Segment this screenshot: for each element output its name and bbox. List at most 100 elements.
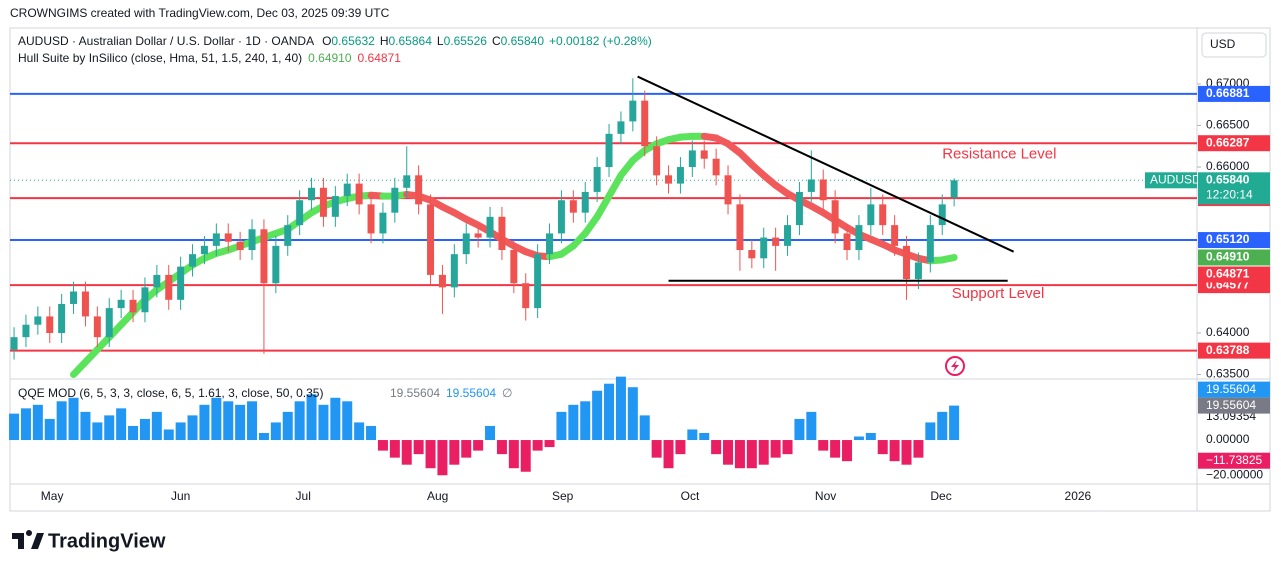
x-tick-label: Jul <box>296 489 311 503</box>
candle-body <box>712 158 720 176</box>
level-tag <box>1198 135 1270 152</box>
x-tick-label: Sep <box>552 489 574 503</box>
qqe-bar <box>20 408 31 441</box>
qqe-bar <box>818 440 829 451</box>
countdown: 12:20:14 <box>1206 187 1253 201</box>
qqe-marker-label: 19.55604 <box>1206 382 1256 396</box>
candle-body <box>248 229 256 251</box>
qqe-bar <box>401 440 412 465</box>
candle-body <box>272 245 280 284</box>
candle-body <box>236 241 244 251</box>
qqe-bar <box>806 411 817 441</box>
candle-body <box>546 233 554 255</box>
symbol-label: AUDUSD <box>1150 172 1201 186</box>
qqe-bar <box>770 440 781 458</box>
candle-body <box>950 180 958 198</box>
y-tick-label: 0.63500 <box>1206 367 1250 381</box>
level-tag <box>1198 85 1270 102</box>
level-tag <box>1198 342 1270 359</box>
qqe-bar <box>235 404 246 441</box>
trend-line <box>637 75 1015 253</box>
candle-body <box>81 291 89 317</box>
quote-key: C <box>492 34 501 48</box>
level-label: 0.66881 <box>1206 86 1250 100</box>
hull-segment <box>593 192 613 221</box>
qqe-legend-value: ∅ <box>502 386 512 400</box>
quote-value: 0.65632 <box>331 34 375 48</box>
qqe-bar <box>520 440 531 472</box>
candle-body <box>415 175 423 205</box>
currency-box[interactable] <box>1201 32 1267 58</box>
x-tick-label: Oct <box>681 489 700 503</box>
qqe-bar <box>128 425 139 441</box>
qqe-bar <box>568 404 579 441</box>
logo-mark <box>12 530 44 549</box>
qqe-bar <box>485 425 496 441</box>
hull-segment <box>605 171 625 200</box>
qqe-bar <box>104 415 115 441</box>
hull-legend: Hull Suite by InSilico (close, Hma, 51, … <box>18 51 401 65</box>
candle-body <box>165 274 173 300</box>
candle-body <box>450 254 458 288</box>
candle-body <box>510 250 518 284</box>
hull-value: 0.64871 <box>358 51 402 65</box>
candle-body <box>284 225 292 246</box>
candle-body <box>93 316 101 338</box>
qqe-bar <box>56 401 67 441</box>
qqe-bar <box>449 440 460 465</box>
candle-body <box>914 262 922 280</box>
qqe-bar <box>627 387 638 441</box>
hull-tag <box>1198 266 1270 283</box>
qqe-bar <box>830 440 841 458</box>
header: CROWNGIMS created with TradingView.com, … <box>10 6 390 20</box>
qqe-bar <box>211 397 222 441</box>
qqe-bar <box>282 411 293 441</box>
icon-bolt <box>951 360 959 372</box>
currency: USD <box>1210 37 1236 51</box>
level-label: 0.65120 <box>1206 232 1250 246</box>
annotation: Support Level <box>952 285 1045 302</box>
candle-body <box>772 237 780 246</box>
candle-body <box>605 133 613 168</box>
candle-body <box>557 200 565 234</box>
candle-body <box>331 196 339 217</box>
x-tick-label: Aug <box>427 489 448 503</box>
quote-key: L <box>437 34 444 48</box>
candle-body <box>403 175 411 188</box>
candle-body <box>177 266 185 300</box>
qqe-marker-label: 19.55604 <box>1206 398 1256 412</box>
candle-body <box>641 100 649 147</box>
candle-body <box>391 187 399 213</box>
qqe-bar <box>687 429 698 441</box>
candle-body <box>581 191 589 213</box>
candle-body <box>308 187 316 201</box>
x-tick-label: Dec <box>930 489 951 503</box>
qqe-legend-value: 19.55604 <box>446 386 496 400</box>
candle-body <box>46 316 54 334</box>
candle-body <box>593 167 601 192</box>
candle-body <box>879 204 887 226</box>
qqe-bar <box>366 425 377 441</box>
lightning-icon[interactable] <box>945 356 965 376</box>
candle-body <box>534 254 542 309</box>
qqe-bar <box>354 422 365 441</box>
candle-body <box>795 191 803 226</box>
qqe-bar <box>294 401 305 441</box>
hull-name: Hull Suite by InSilico (close, Hma, 51, … <box>18 51 302 65</box>
qqe-bar <box>592 390 603 441</box>
candle-body <box>522 283 530 309</box>
qqe-bar <box>389 440 400 458</box>
candle-body <box>212 233 220 246</box>
qqe-bar <box>937 411 948 441</box>
qqe-bar <box>865 432 876 441</box>
qqe-bar <box>877 440 888 455</box>
candle-body <box>819 179 827 201</box>
candle-body <box>105 308 113 338</box>
qqe-bar <box>270 422 281 441</box>
candle-body <box>748 250 756 259</box>
qqe-bar <box>258 432 269 441</box>
symbol: AUDUSD · Australian Dollar / U.S. Dollar… <box>18 34 314 48</box>
qqe-bar <box>556 411 567 441</box>
